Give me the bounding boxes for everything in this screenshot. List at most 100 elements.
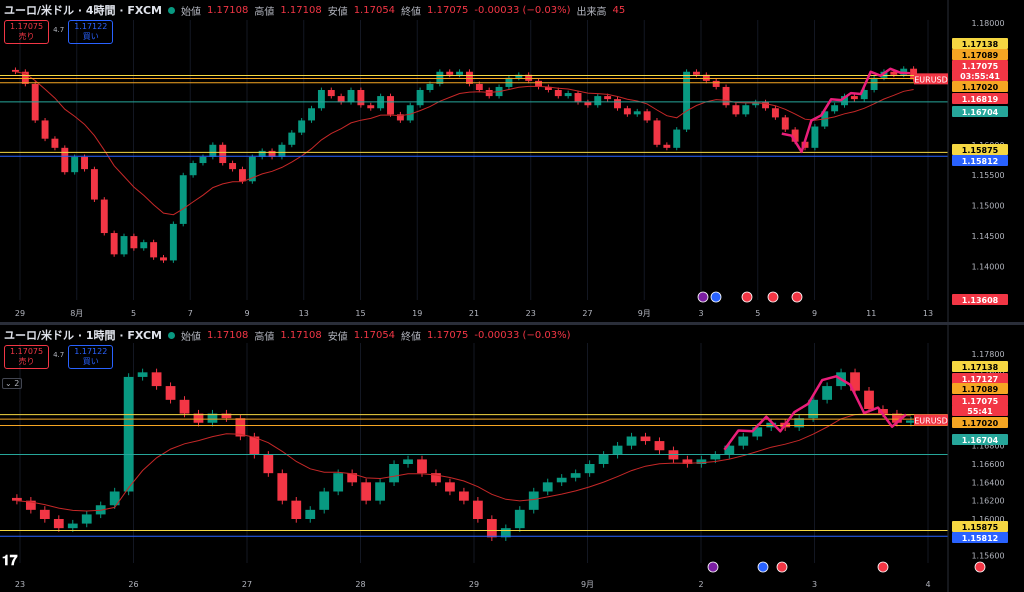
candle-body — [554, 90, 562, 97]
x-axis-tick-label: 15 — [355, 309, 365, 318]
candle-body — [640, 436, 651, 442]
buy-button[interactable]: 1.17122 買い — [68, 20, 114, 44]
chart-pane-1h[interactable]: 23 26 27 28 29 9月 2 3 4 1.17800 1.17600 1.16800 1.16… — [0, 325, 1024, 592]
close-value: 1.17075 — [427, 4, 469, 16]
candle-body — [150, 242, 158, 258]
candle-body — [248, 156, 256, 182]
candle-body — [288, 132, 296, 145]
low-label: 安値 — [327, 331, 348, 343]
candle-body — [633, 111, 641, 115]
price-tag-label: 1.15812 — [962, 157, 998, 166]
candle-body — [81, 514, 92, 524]
candle-body — [822, 386, 832, 400]
symbol-title[interactable]: ユーロ/米ドル · 1時間 · FXCM — [4, 329, 162, 342]
sell-button[interactable]: 1.17075 売り — [4, 345, 50, 369]
candle-body — [643, 111, 651, 121]
price-tag-label: 1.17075 — [962, 62, 999, 71]
economic-event-icon[interactable] — [710, 291, 722, 303]
candle-body — [475, 83, 483, 90]
candle-body — [110, 233, 118, 255]
candle-body — [682, 459, 693, 464]
price-tag — [952, 383, 1008, 394]
collapse-indicators-button[interactable]: ⌄ 2 — [2, 378, 23, 389]
candle-body — [702, 74, 710, 81]
x-axis-tick-label: 4 — [925, 580, 930, 589]
us-flag-icon[interactable] — [791, 291, 803, 303]
x-axis-tick-label: 7 — [188, 309, 193, 318]
candle-body — [327, 90, 335, 97]
candle-body — [389, 464, 399, 483]
y-axis-tick-label: 1.15000 — [971, 202, 1004, 211]
candle-body — [712, 80, 720, 87]
symbol-title[interactable]: ユーロ/米ドル · 4時間 · FXCM — [4, 4, 162, 17]
x-axis-tick-label: 19 — [412, 309, 422, 318]
x-axis-tick-label: 9 — [244, 309, 249, 318]
chart-canvas-1h[interactable]: 23 26 27 28 29 9月 2 3 41.178001.176001.168001.16… — [0, 325, 1024, 592]
candle-body — [791, 129, 799, 142]
candle-body — [732, 105, 740, 115]
chart-header: ユーロ/米ドル · 1時間 · FXCM 始値 1.17108 高値 1.17108… — [4, 327, 571, 343]
chart-canvas-4h[interactable]: 298月5791315192123279月35911131.180001.160… — [0, 0, 1024, 322]
candle-body — [584, 102, 592, 106]
price-tag — [952, 70, 1008, 81]
candle-body — [528, 491, 539, 510]
moving-average-line — [15, 71, 914, 216]
symbol-price-tag — [914, 414, 948, 426]
candle-body — [794, 418, 805, 428]
price-tag — [952, 532, 1008, 543]
candle-body — [416, 90, 424, 106]
us-flag-icon[interactable] — [767, 291, 779, 303]
candle-body — [570, 473, 581, 478]
high-label: 高値 — [254, 331, 275, 343]
candle-body — [860, 90, 868, 100]
us-flag-icon[interactable] — [776, 561, 788, 573]
us-flag-icon[interactable] — [877, 561, 889, 573]
candle-body — [445, 482, 455, 492]
x-axis-tick-label: 26 — [128, 580, 138, 589]
sell-price: 1.17075 — [10, 22, 44, 31]
x-axis-tick-label: 8月 — [70, 309, 83, 318]
buy-button[interactable]: 1.17122 買い — [68, 345, 114, 369]
candle-body — [151, 372, 162, 387]
candle-body — [722, 86, 730, 106]
candle-body — [486, 519, 497, 538]
price-tag-label: 1.16704 — [962, 108, 999, 117]
x-axis-tick-label: 28 — [355, 580, 365, 589]
pane-divider[interactable] — [0, 322, 1024, 325]
sell-label: 売り — [18, 32, 35, 41]
y-axis-tick-label: 1.16400 — [971, 478, 1004, 487]
symbol-price-tag-label: EURUSD — [914, 416, 948, 425]
candle-body — [361, 482, 372, 501]
price-tag — [952, 361, 1008, 372]
candle-body — [724, 445, 735, 455]
x-axis-tick-label: 29 — [15, 309, 25, 318]
chart-pane-4h[interactable]: 298月5791315192123279月35911131.180001.160… — [0, 0, 1024, 322]
buy-label: 買い — [82, 357, 99, 366]
economic-event-icon[interactable] — [707, 561, 719, 573]
sell-button[interactable]: 1.17075 売り — [4, 20, 50, 44]
open-label: 始値 — [180, 6, 201, 18]
price-tag — [952, 144, 1008, 155]
price-tag — [952, 434, 1008, 445]
economic-event-icon[interactable] — [697, 291, 709, 303]
market-open-icon — [167, 331, 175, 339]
candle-body — [574, 93, 582, 103]
x-axis-tick-label: 9月 — [638, 309, 651, 318]
price-tag — [952, 373, 1008, 384]
moving-average-line — [16, 413, 911, 512]
candle-body — [67, 523, 78, 529]
change-value: -0.00033 (−0.03%) — [474, 4, 571, 16]
tradingview-logo[interactable]: 𝟏𝟕 — [2, 553, 18, 569]
y-axis-tick-label: 1.16000 — [971, 515, 1004, 524]
candle-body — [199, 156, 207, 164]
spread-value: 4.7 — [53, 351, 65, 359]
candle-body — [263, 454, 274, 474]
change-value: -0.00033 (−0.03%) — [474, 329, 571, 341]
candle-body — [472, 500, 483, 519]
us-flag-icon[interactable] — [974, 561, 986, 573]
candle-body — [500, 528, 511, 538]
economic-event-icon[interactable] — [757, 561, 769, 573]
volume-value: 45 — [612, 4, 626, 16]
y-axis-tick-label: 1.15500 — [971, 171, 1004, 180]
us-flag-icon[interactable] — [741, 291, 753, 303]
